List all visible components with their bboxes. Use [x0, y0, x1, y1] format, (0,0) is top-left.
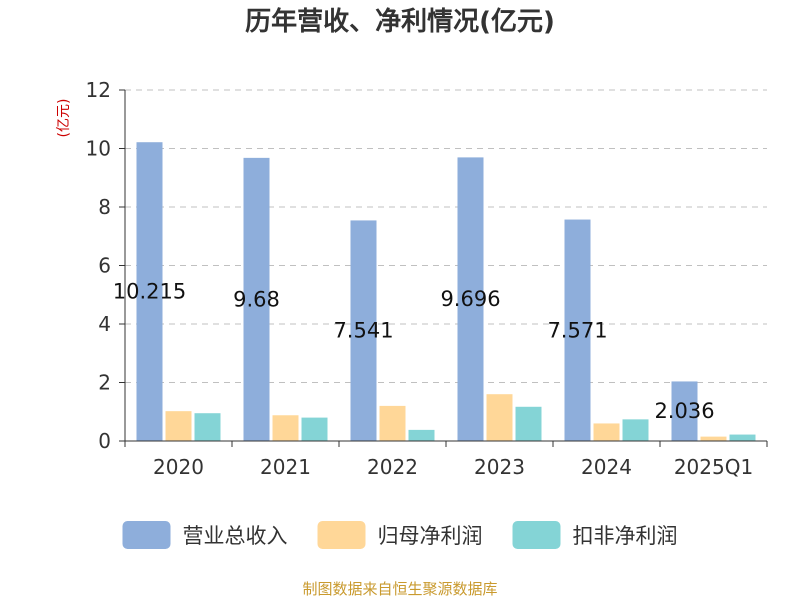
- x-tick-label: 2022: [367, 455, 418, 479]
- data-label: 2.036: [654, 399, 714, 423]
- legend-label: 营业总收入: [183, 524, 288, 548]
- bar-3: [301, 417, 328, 441]
- x-tick-label: 2021: [260, 455, 311, 479]
- y-tick-label: 2: [98, 371, 111, 395]
- y-tick-label: 12: [86, 78, 111, 102]
- chart-title: 历年营收、净利情况(亿元): [245, 7, 555, 37]
- bar-2: [379, 405, 406, 441]
- data-label: 10.215: [113, 280, 186, 304]
- source-note: 制图数据来自恒生聚源数据库: [302, 580, 498, 598]
- y-axis-label: (亿元): [56, 99, 72, 138]
- bar-1: [457, 157, 484, 441]
- legend-swatch: [122, 521, 171, 549]
- bar-2: [700, 436, 727, 441]
- data-label: 9.696: [440, 287, 500, 311]
- bar-3: [515, 406, 542, 441]
- bar-1: [243, 157, 270, 442]
- data-label: 9.68: [233, 287, 280, 311]
- bar-2: [272, 415, 299, 441]
- bar-1: [564, 219, 591, 441]
- y-tick-label: 0: [98, 429, 111, 453]
- bars: [136, 142, 756, 442]
- x-tick-label: 2024: [581, 455, 632, 479]
- bar-2: [165, 411, 192, 441]
- y-tick-label: 6: [98, 254, 111, 278]
- y-tick-label: 8: [98, 195, 111, 219]
- legend-swatch: [512, 521, 561, 549]
- bar-3: [729, 434, 756, 441]
- data-labels: 10.215 9.68 7.541 9.696 7.571 2.036: [113, 280, 715, 424]
- bar-1: [671, 381, 698, 441]
- x-tick-label: 2025Q1: [674, 455, 753, 479]
- x-tick-label: 2020: [153, 455, 204, 479]
- y-tick-label: 4: [98, 312, 111, 336]
- x-tick-label: 2023: [474, 455, 525, 479]
- bar-2: [593, 423, 620, 441]
- bar-1: [136, 142, 163, 441]
- legend-label: 归母净利润: [378, 524, 483, 548]
- legend: 营业总收入 归母净利润 扣非净利润: [122, 521, 678, 549]
- y-tick-label: 10: [86, 137, 111, 161]
- bar-3: [408, 429, 435, 441]
- bar-1: [350, 220, 377, 441]
- bar-2: [486, 394, 513, 441]
- gridlines: [125, 89, 767, 383]
- legend-swatch: [317, 521, 366, 549]
- bar-3: [622, 419, 649, 441]
- bar-3: [194, 413, 221, 441]
- data-label: 7.571: [547, 318, 607, 342]
- data-label: 7.541: [333, 319, 393, 343]
- axes: 0 2 4 6 8 10 12 2020 2021 2022 2023 2024 2025Q1: [86, 78, 768, 479]
- legend-label: 扣非净利润: [573, 524, 678, 548]
